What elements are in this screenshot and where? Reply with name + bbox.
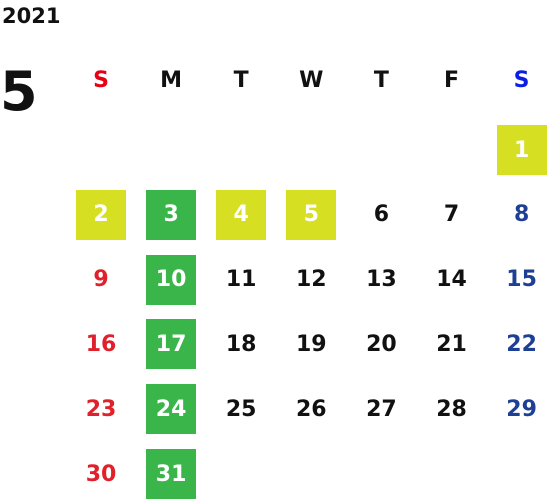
month: 5 [0,60,38,123]
day: 26 [295,396,327,422]
day: 4 [216,189,267,240]
day: 19 [295,331,327,357]
day: 14 [436,267,467,293]
weekday: T [233,67,249,93]
day: 22 [506,331,537,357]
day: 13 [366,267,397,293]
weekday: F [443,67,460,93]
day: 28 [436,396,467,422]
day: 5 [286,189,337,240]
weekday: T [373,67,389,93]
weekday: S [93,67,109,93]
day: 8 [513,202,530,228]
day: 30 [85,461,117,487]
day: 6 [373,202,390,228]
weekday: M [160,67,183,93]
day: 3 [146,189,197,240]
year: 2021 [2,4,61,28]
day: 29 [506,396,537,422]
day: 31 [146,449,197,499]
weekday: S [513,67,530,93]
day: 2 [76,189,126,240]
day: 16 [85,331,117,357]
day: 27 [366,396,397,422]
day: 18 [225,331,257,357]
weekday: W [299,67,324,93]
day: 15 [506,267,537,293]
day: 12 [295,267,327,293]
day: 9 [93,267,109,293]
day: 10 [146,254,197,305]
day: 21 [436,331,467,357]
day: 23 [85,396,117,422]
day: 25 [225,396,257,422]
day: 1 [496,125,547,175]
day: 24 [146,384,197,435]
day: 7 [443,202,460,228]
day: 20 [366,331,397,357]
day: 11 [225,267,257,293]
day: 17 [146,319,197,370]
